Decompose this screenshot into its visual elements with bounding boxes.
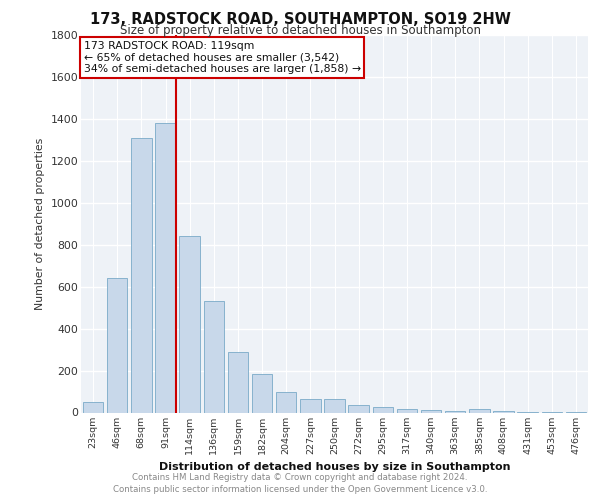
Bar — [252, 374, 272, 412]
Bar — [324, 399, 345, 412]
Bar — [155, 123, 176, 412]
Text: 173, RADSTOCK ROAD, SOUTHAMPTON, SO19 2HW: 173, RADSTOCK ROAD, SOUTHAMPTON, SO19 2H… — [89, 12, 511, 27]
Bar — [83, 402, 103, 412]
Bar — [397, 408, 417, 412]
Bar — [373, 408, 393, 412]
X-axis label: Distribution of detached houses by size in Southampton: Distribution of detached houses by size … — [159, 462, 510, 472]
Y-axis label: Number of detached properties: Number of detached properties — [35, 138, 45, 310]
Bar — [227, 352, 248, 412]
Bar — [276, 392, 296, 412]
Bar — [203, 302, 224, 412]
Text: 173 RADSTOCK ROAD: 119sqm
← 65% of detached houses are smaller (3,542)
34% of se: 173 RADSTOCK ROAD: 119sqm ← 65% of detac… — [83, 40, 361, 74]
Bar — [300, 399, 320, 412]
Bar — [421, 410, 442, 412]
Text: Size of property relative to detached houses in Southampton: Size of property relative to detached ho… — [119, 24, 481, 37]
Text: Contains HM Land Registry data © Crown copyright and database right 2024.
Contai: Contains HM Land Registry data © Crown c… — [113, 472, 487, 494]
Bar — [349, 405, 369, 412]
Bar — [469, 410, 490, 412]
Bar — [445, 411, 466, 412]
Bar — [131, 138, 152, 412]
Bar — [107, 278, 127, 412]
Bar — [179, 236, 200, 412]
